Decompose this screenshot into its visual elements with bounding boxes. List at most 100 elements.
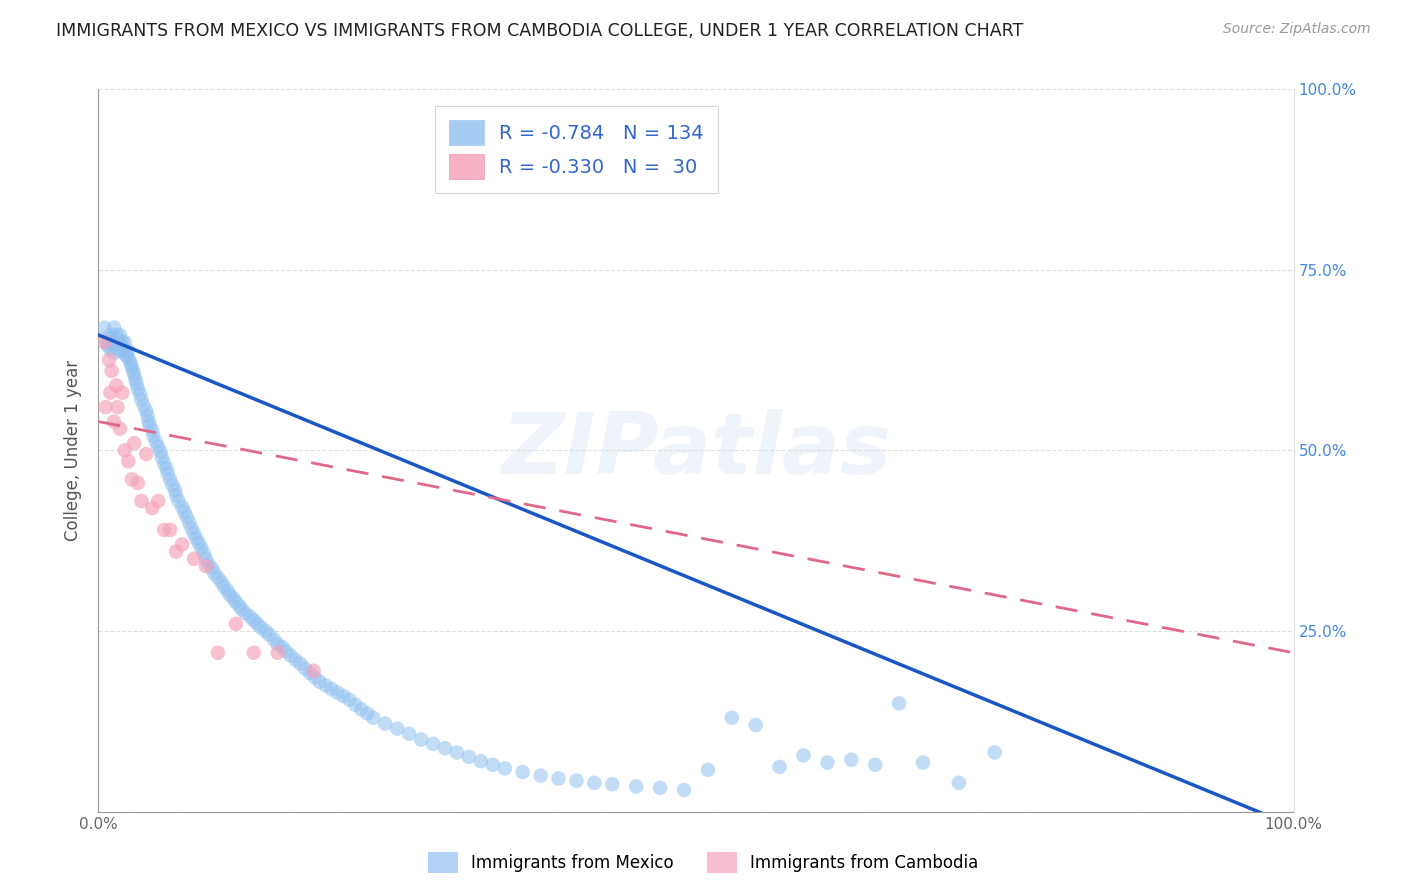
Point <box>135 403 157 417</box>
Text: ZIPatlas: ZIPatlas <box>501 409 891 492</box>
Point <box>626 780 648 794</box>
Point <box>183 526 205 541</box>
Point <box>374 716 396 731</box>
Point <box>231 602 253 616</box>
Point <box>186 532 208 546</box>
Point <box>155 461 177 475</box>
Point <box>225 616 247 631</box>
Point <box>207 571 229 585</box>
Point <box>167 494 190 508</box>
Point <box>602 777 624 791</box>
Point <box>163 483 186 498</box>
Point <box>141 501 163 516</box>
Legend: Immigrants from Mexico, Immigrants from Cambodia: Immigrants from Mexico, Immigrants from … <box>420 846 986 880</box>
Point <box>363 711 385 725</box>
Point <box>494 761 516 775</box>
Point <box>948 776 970 790</box>
Point <box>100 331 122 345</box>
Point <box>108 343 131 358</box>
Point <box>274 644 297 658</box>
Point <box>583 776 606 790</box>
Point <box>162 478 184 492</box>
Point <box>193 546 215 560</box>
Point <box>239 609 262 624</box>
Point <box>103 346 125 360</box>
Point <box>565 773 588 788</box>
Point <box>446 746 468 760</box>
Point <box>841 753 863 767</box>
Point <box>745 718 768 732</box>
Point <box>165 544 187 558</box>
Point <box>339 692 361 706</box>
Point <box>110 339 132 353</box>
Point <box>125 376 148 391</box>
Point <box>118 353 141 368</box>
Point <box>121 472 143 486</box>
Point <box>127 475 149 490</box>
Point <box>117 343 139 358</box>
Point <box>100 364 122 378</box>
Point <box>211 574 233 589</box>
Point <box>94 400 117 414</box>
Point <box>153 523 176 537</box>
Point <box>201 561 224 575</box>
Point <box>321 681 343 696</box>
Point <box>107 400 129 414</box>
Point <box>149 445 172 459</box>
Point <box>176 510 198 524</box>
Point <box>267 637 290 651</box>
Point <box>114 343 136 358</box>
Point <box>96 334 118 349</box>
Point <box>108 422 131 436</box>
Point <box>673 783 696 797</box>
Text: Source: ZipAtlas.com: Source: ZipAtlas.com <box>1223 22 1371 37</box>
Point <box>115 348 138 362</box>
Point <box>512 764 534 779</box>
Point <box>422 737 444 751</box>
Point <box>793 748 815 763</box>
Point <box>290 657 312 671</box>
Text: IMMIGRANTS FROM MEXICO VS IMMIGRANTS FROM CAMBODIA COLLEGE, UNDER 1 YEAR CORRELA: IMMIGRANTS FROM MEXICO VS IMMIGRANTS FRO… <box>56 22 1024 40</box>
Point <box>121 360 143 375</box>
Point <box>165 488 187 502</box>
Point <box>865 757 887 772</box>
Point <box>117 454 139 468</box>
Point <box>326 685 349 699</box>
Point <box>294 662 316 676</box>
Point <box>911 756 934 770</box>
Point <box>470 754 492 768</box>
Point <box>254 624 277 639</box>
Point <box>263 632 285 647</box>
Point <box>411 732 433 747</box>
Point <box>131 392 153 407</box>
Point <box>107 331 129 345</box>
Point <box>344 698 367 712</box>
Point <box>180 521 202 535</box>
Point <box>129 387 152 401</box>
Point <box>173 505 195 519</box>
Point <box>153 457 176 471</box>
Point <box>243 646 266 660</box>
Point <box>132 399 155 413</box>
Point <box>111 334 134 349</box>
Point <box>648 780 672 795</box>
Point <box>139 418 162 433</box>
Point <box>280 648 302 663</box>
Point <box>434 741 457 756</box>
Point <box>207 646 229 660</box>
Point <box>93 334 115 349</box>
Point <box>172 537 194 551</box>
Point <box>136 409 159 423</box>
Point <box>481 757 505 772</box>
Point <box>225 595 247 609</box>
Point <box>398 727 420 741</box>
Point <box>138 415 160 429</box>
Point <box>302 664 325 678</box>
Point <box>259 628 281 642</box>
Point <box>101 336 124 351</box>
Point <box>304 670 326 684</box>
Point <box>547 772 569 786</box>
Point <box>112 341 135 355</box>
Point <box>298 665 321 680</box>
Point <box>148 494 170 508</box>
